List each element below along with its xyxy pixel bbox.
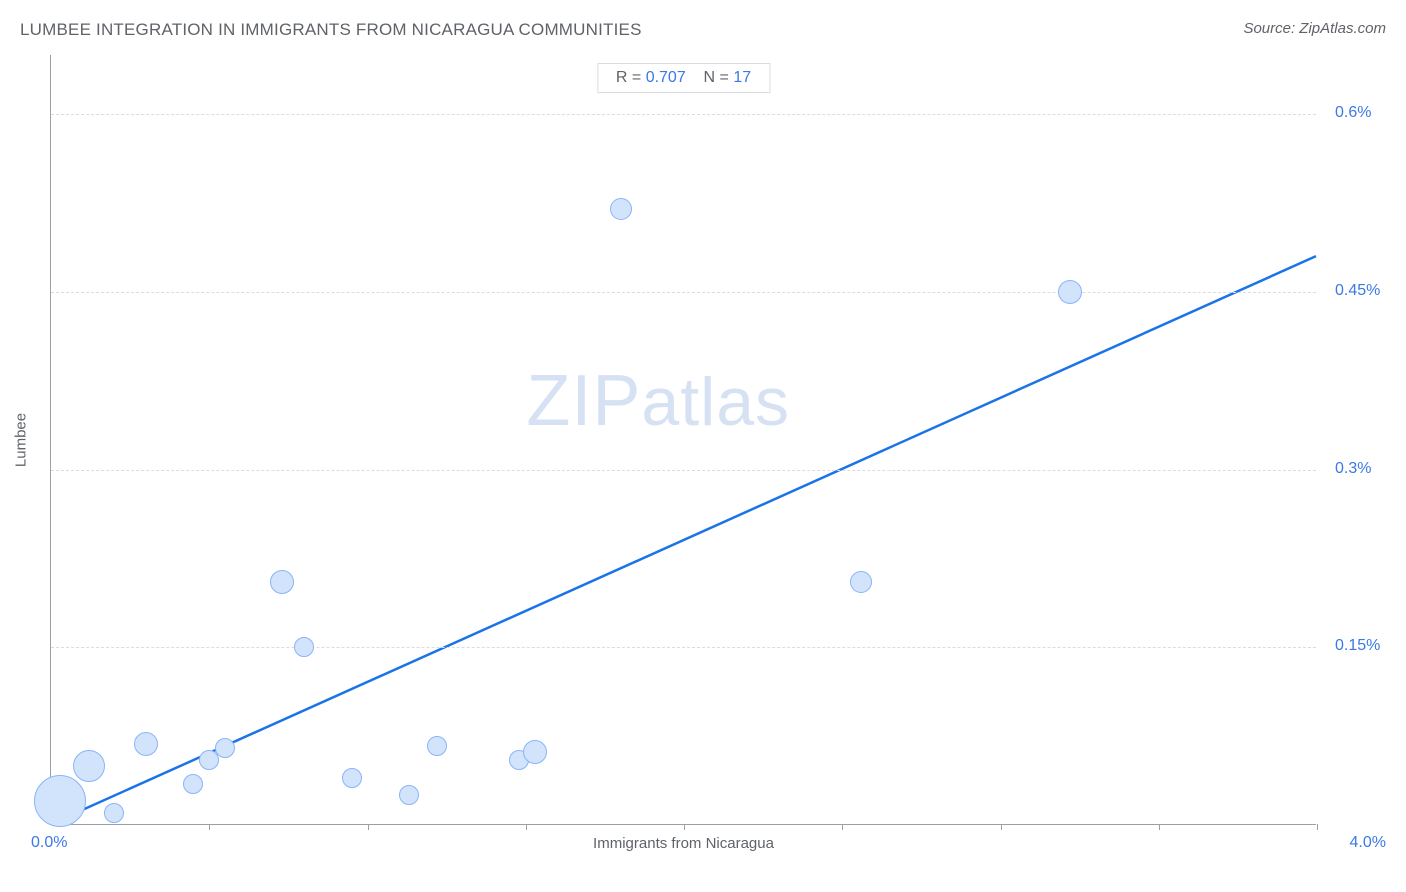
scatter-point [850,571,872,593]
scatter-point [399,785,419,805]
x-max-label: 4.0% [1350,834,1386,852]
y-tick-label: 0.45% [1335,282,1380,300]
n-value: 17 [733,69,751,86]
scatter-point [215,738,235,758]
scatter-point [294,637,314,657]
scatter-point [34,775,86,827]
scatter-point [104,803,124,823]
plot-area: ZIPatlas R = 0.707 N = 17 Lumbee Immigra… [50,55,1316,825]
gridline [51,292,1316,293]
scatter-point [523,740,547,764]
stats-box: R = 0.707 N = 17 [597,63,770,93]
scatter-point [1058,280,1082,304]
x-axis-label: Immigrants from Nicaragua [593,835,774,852]
x-origin-label: 0.0% [31,834,67,852]
x-tick [1317,824,1318,830]
gridline [51,114,1316,115]
r-value: 0.707 [646,69,686,86]
plot-container: ZIPatlas R = 0.707 N = 17 Lumbee Immigra… [50,55,1390,850]
x-tick [842,824,843,830]
x-tick [684,824,685,830]
x-tick [1159,824,1160,830]
scatter-point [610,198,632,220]
x-tick [368,824,369,830]
y-tick-label: 0.15% [1335,637,1380,655]
source-label: Source: ZipAtlas.com [1243,20,1386,37]
scatter-point [134,732,158,756]
r-label: R = [616,69,646,86]
trendline [51,55,1316,824]
scatter-point [73,750,105,782]
x-tick [526,824,527,830]
x-tick [209,824,210,830]
chart-title: LUMBEE INTEGRATION IN IMMIGRANTS FROM NI… [20,20,1386,40]
scatter-point [427,736,447,756]
gridline [51,470,1316,471]
y-axis-label: Lumbee [13,412,30,466]
scatter-point [342,768,362,788]
n-label: N = [704,69,734,86]
gridline [51,647,1316,648]
scatter-point [183,774,203,794]
scatter-point [270,570,294,594]
x-tick [1001,824,1002,830]
y-tick-label: 0.6% [1335,104,1371,122]
y-tick-label: 0.3% [1335,460,1371,478]
